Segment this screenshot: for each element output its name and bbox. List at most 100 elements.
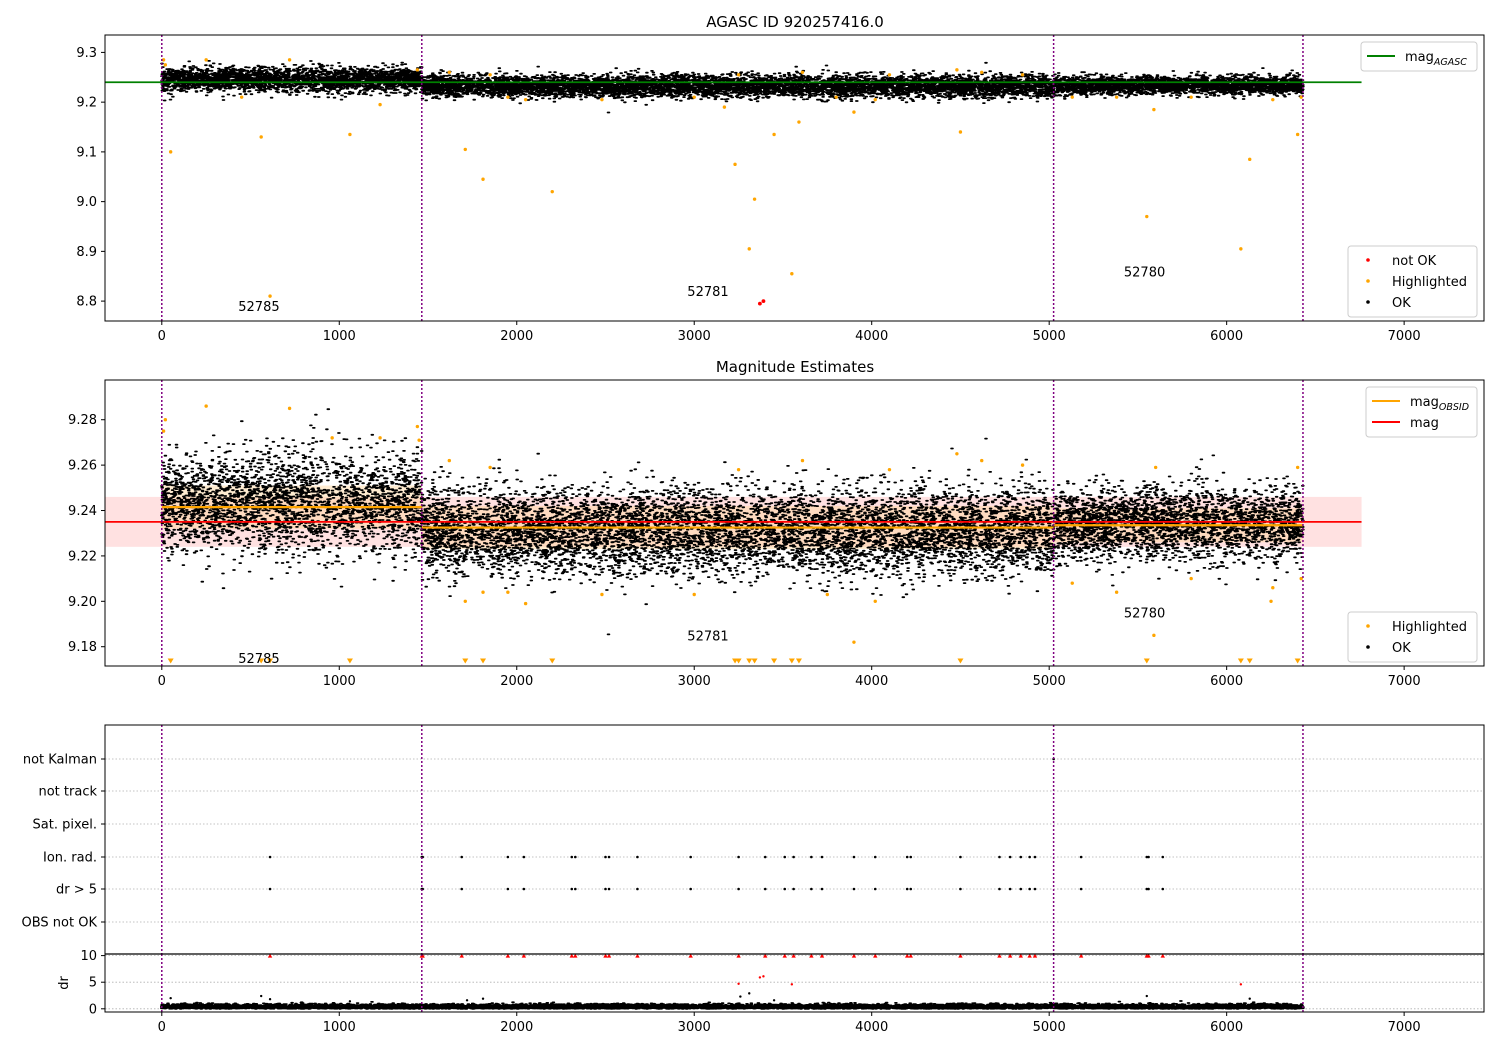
highlighted-point <box>268 294 272 298</box>
highlighted-point <box>852 110 856 114</box>
highlighted-point <box>722 105 727 109</box>
highlighted-point <box>259 135 263 139</box>
flag-hit <box>506 887 510 891</box>
dr-outlier-point <box>739 995 742 998</box>
highlighted-point <box>415 424 420 429</box>
legend-box <box>1347 611 1478 663</box>
dr-outlier-point <box>1248 997 1251 1000</box>
legend-point-swatch <box>1366 279 1370 283</box>
dr-not-ok-point <box>758 976 762 979</box>
highlighted-point <box>772 132 776 137</box>
dr-capped-marker <box>1078 953 1084 958</box>
dr-capped-marker <box>1027 953 1032 958</box>
flag-hit <box>1161 855 1165 859</box>
highlighted-point <box>1295 132 1300 137</box>
panel-2-xtick-label: 4000 <box>855 674 888 689</box>
highlighted-point <box>852 640 856 644</box>
panel-1-obsid-label: 52780 <box>1124 265 1165 280</box>
dr-outlier-point <box>465 999 469 1002</box>
agasc-magnitude-panel: AGASC ID 920257416.0 52785 52781 52780 0 100… <box>76 13 1485 344</box>
highlighted-point <box>506 95 510 99</box>
flag-hit <box>1079 887 1083 891</box>
dr-capped-marker <box>958 953 963 958</box>
magnitude-estimates-panel: Magnitude Estimates 52785 52781 52780 0 1000… <box>68 358 1485 689</box>
highlighted-point <box>463 147 467 152</box>
panel-2-title: Magnitude Estimates <box>716 358 874 376</box>
panel-2-xtick-label: 3000 <box>678 674 711 689</box>
flag-hit <box>574 855 577 859</box>
panel-4-xtick-label: 7000 <box>1388 1020 1421 1035</box>
highlighted-point <box>550 189 554 194</box>
panel-1-xtick-label: 3000 <box>678 329 711 344</box>
highlighted-point <box>523 97 528 102</box>
panel-4-xtick-label: 1000 <box>323 1020 356 1035</box>
flag-hit <box>909 887 913 891</box>
flag-hit <box>1079 855 1083 859</box>
highlighted-point <box>1295 465 1300 470</box>
panel-2-ytick-label: 9.20 <box>68 595 97 610</box>
panel-4-xtick-label: 5000 <box>1033 1020 1066 1035</box>
highlighted-point <box>825 592 830 597</box>
highlighted-point <box>287 406 292 411</box>
legend-entry-label: OK <box>1392 641 1411 656</box>
flag-hit <box>998 887 1001 891</box>
dr-outlier-point <box>259 994 263 998</box>
highlighted-point <box>1114 590 1119 594</box>
dr-capped-marker <box>573 953 578 958</box>
flag-hit <box>604 855 607 859</box>
dr-not-ok-point <box>737 982 740 985</box>
offscale-marker <box>549 658 556 664</box>
highlighted-point <box>163 63 168 67</box>
dr-outlier-point <box>268 998 272 1001</box>
highlighted-point <box>1020 463 1025 467</box>
dr-capped-marker <box>782 953 787 958</box>
flag-hit <box>636 855 639 859</box>
highlighted-point <box>1020 73 1025 77</box>
highlighted-point <box>1145 214 1149 219</box>
dr-outlier-point <box>481 997 485 1000</box>
flag-hit <box>1161 887 1165 891</box>
dr-panel: dr 0 1000 2000 3000 4000 5000 6000 7000 0 5 10 <box>57 949 1485 1035</box>
dr-capped-marker <box>1032 953 1038 958</box>
dr-capped-marker <box>606 953 612 958</box>
highlighted-point <box>163 418 168 422</box>
panel-2-xtick-label: 7000 <box>1388 674 1421 689</box>
dr-capped-marker <box>505 953 511 958</box>
dr-capped-marker <box>688 953 693 958</box>
highlighted-point <box>1070 95 1074 99</box>
panel-1-ytick-label: 8.9 <box>76 245 97 260</box>
flag-hit <box>737 887 740 891</box>
highlighted-point <box>692 592 696 597</box>
flag-hit <box>1147 887 1150 891</box>
flag-hit <box>810 855 813 859</box>
flag-hit <box>852 887 856 891</box>
highlighted-point <box>958 130 963 134</box>
highlighted-point <box>834 95 838 99</box>
highlighted-point <box>1189 576 1193 581</box>
flag-label: not Kalman <box>23 753 97 768</box>
highlighted-point <box>161 58 166 62</box>
panel-1-obsid-label: 52785 <box>238 300 279 315</box>
highlighted-point <box>800 458 805 463</box>
dr-capped-marker <box>1146 953 1151 958</box>
offscale-marker <box>1237 658 1244 664</box>
panel-1-xtick-label: 1000 <box>323 329 356 344</box>
legend-entry-label: Highlighted <box>1392 620 1467 635</box>
flag-label: not track <box>38 785 97 800</box>
dr-outlier-point <box>1145 994 1148 998</box>
dr-capped-marker <box>819 953 825 958</box>
dr-capped-marker <box>635 953 640 958</box>
dr-ok-points <box>160 1000 1305 1010</box>
flag-hit <box>905 855 909 859</box>
flag-hit <box>783 887 787 891</box>
dr-capped-marker <box>763 953 768 958</box>
highlighted-point <box>1189 95 1193 99</box>
highlighted-point <box>733 162 737 167</box>
panel-1-ytick-label: 9.2 <box>76 96 97 111</box>
flag-hit <box>268 855 272 859</box>
flag-hit <box>268 887 272 891</box>
highlighted-point <box>1153 465 1158 470</box>
dr-capped-marker <box>873 953 878 958</box>
flags-panel: not Kalman not track Sat. pixel. Ion. rad. d… <box>22 724 1485 955</box>
offscale-marker <box>167 658 174 664</box>
